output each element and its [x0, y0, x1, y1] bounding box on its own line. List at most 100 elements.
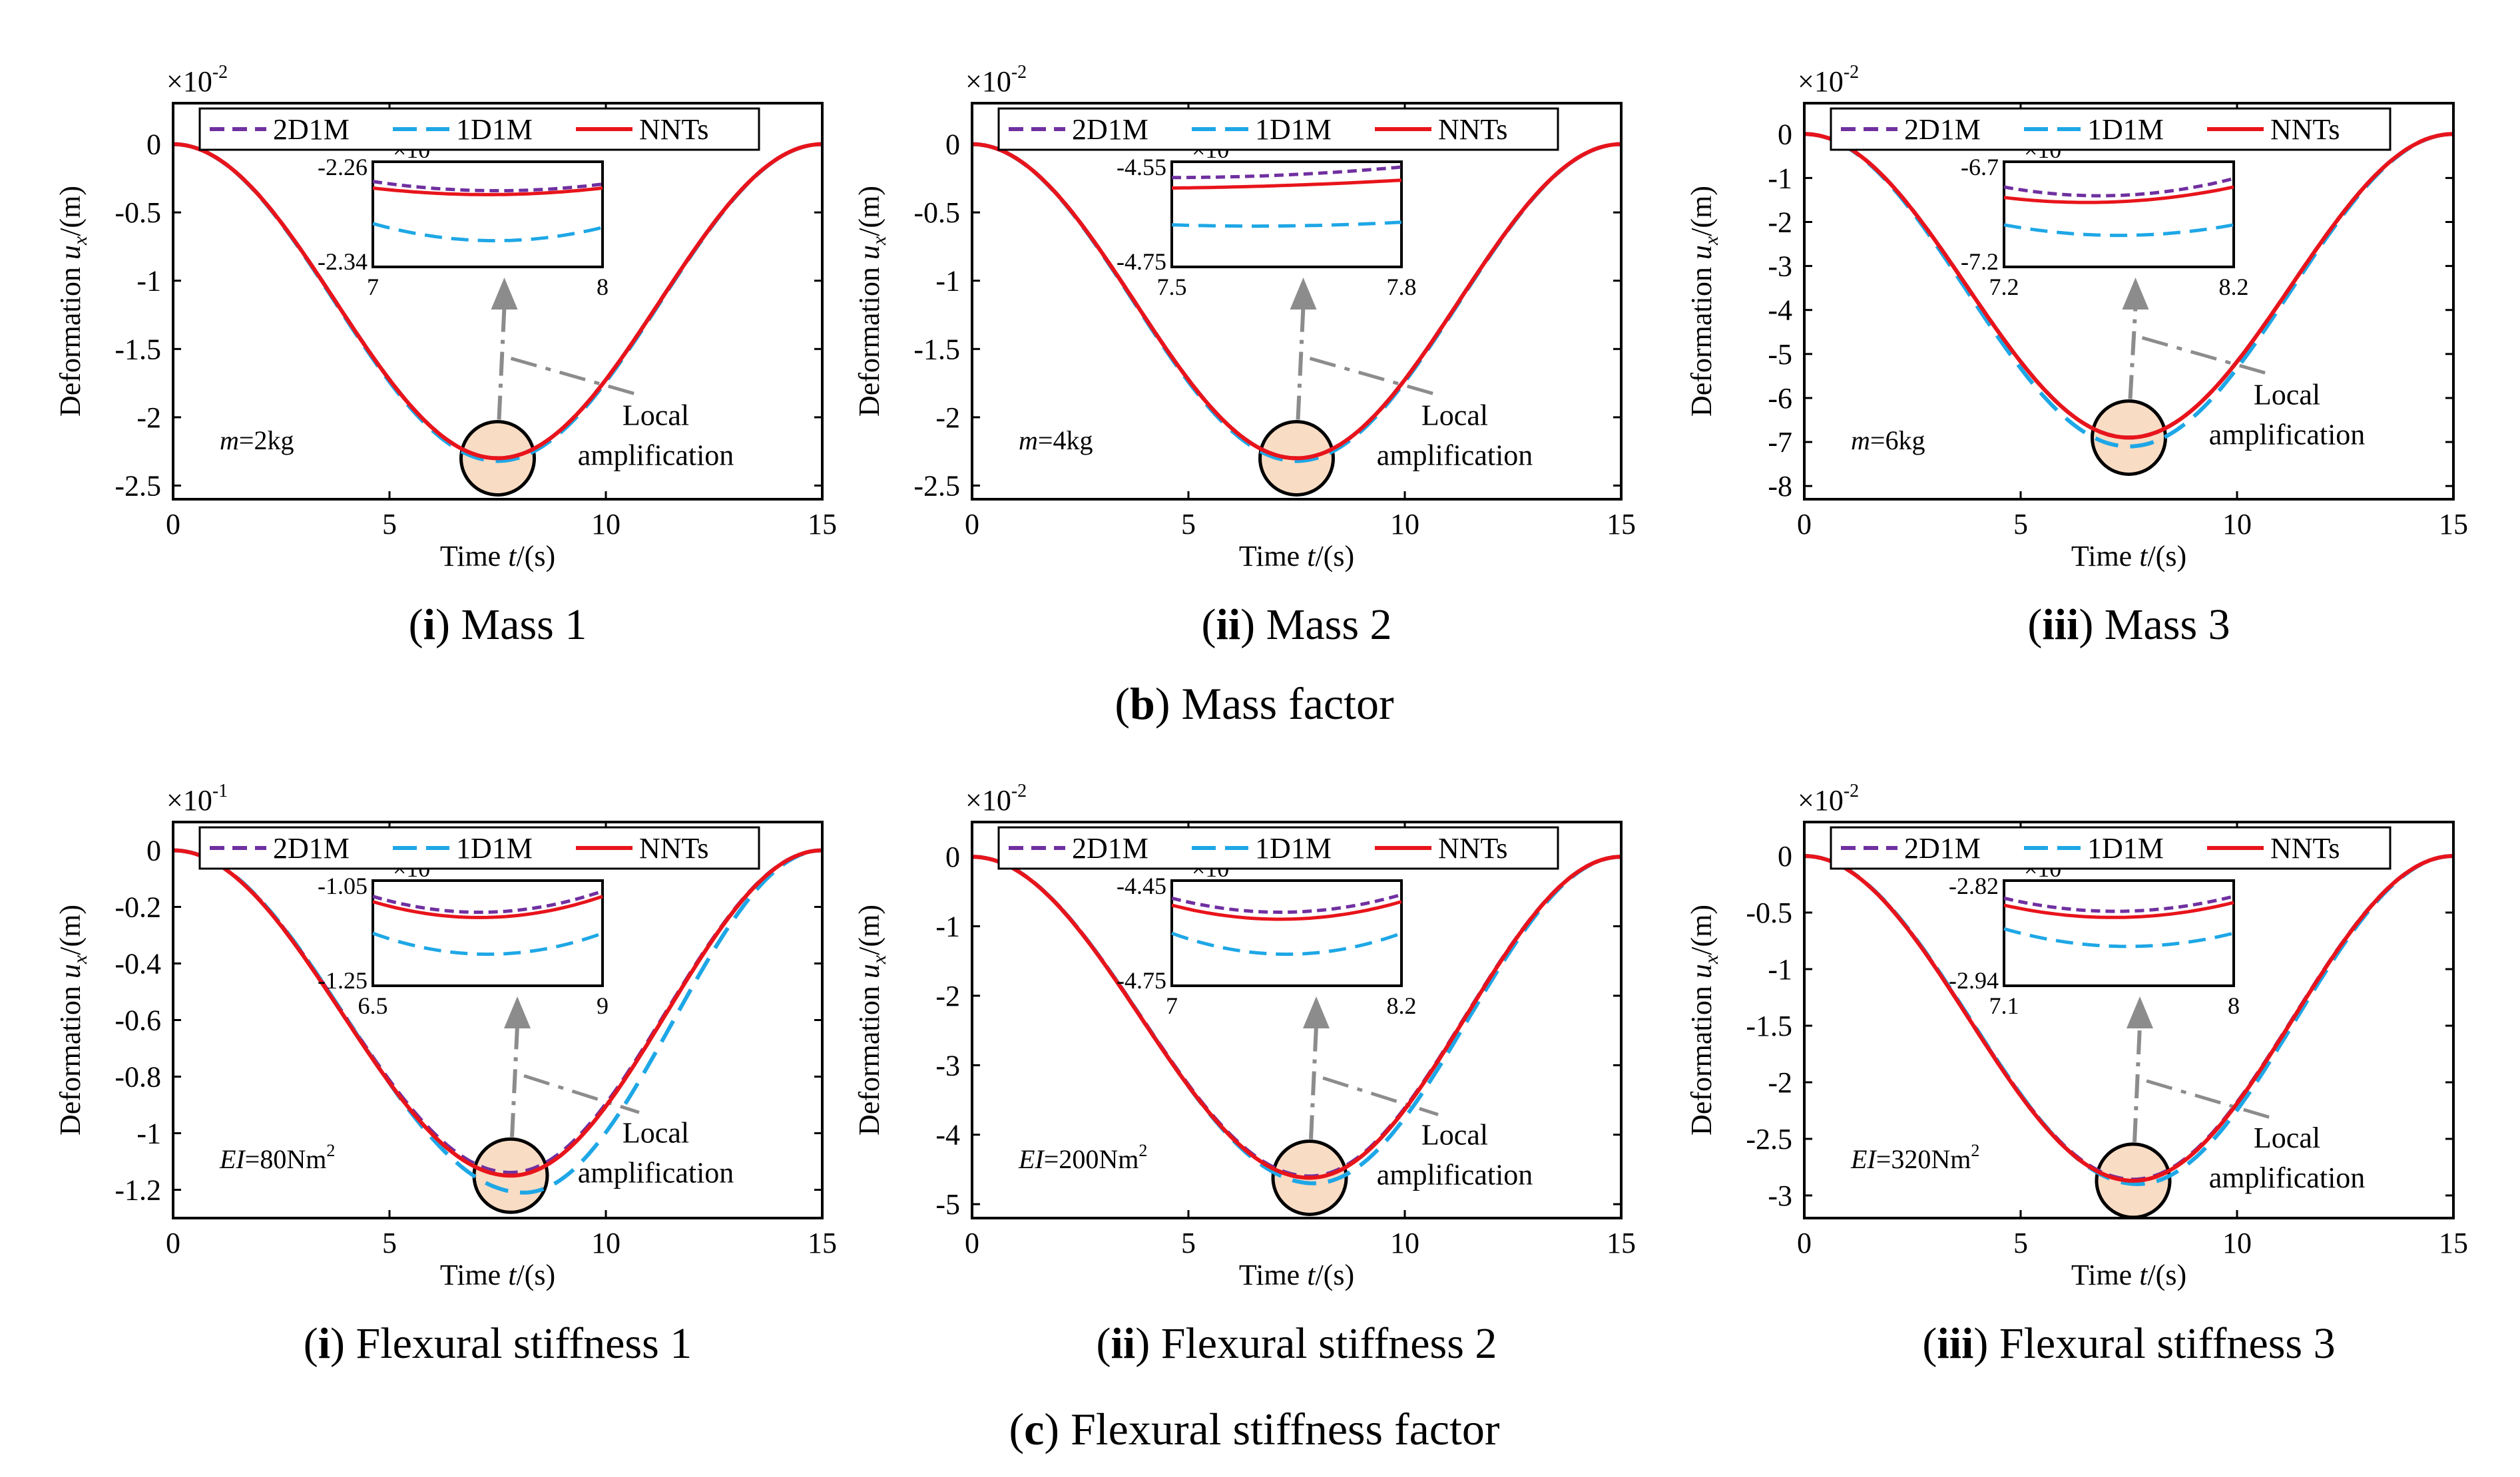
inset-plot: ×10-1-1.05-1.256.59: [318, 854, 609, 1019]
annotation-label: amplification: [2209, 418, 2366, 451]
series-nnts-line: [172, 848, 823, 1178]
y-tick-label: -1: [1768, 953, 1792, 986]
x-tick-label: 15: [2439, 1227, 2468, 1259]
y-tick-label: 0: [945, 128, 960, 161]
legend-label-2d1m: 2D1M: [1904, 113, 1981, 146]
inset-series-nnts-line: [372, 186, 603, 196]
x-tick-label: 0: [1797, 1227, 1812, 1259]
y-tick-label: -4: [1768, 294, 1792, 327]
y-tick-label: -1.2: [115, 1174, 161, 1207]
inset-series-1d1m-line: [2003, 927, 2234, 949]
parameter-label: m=2kg: [220, 425, 294, 455]
y-tick-label: -0.5: [1746, 897, 1792, 929]
y-tick-label: -2.5: [115, 469, 161, 502]
inset-x-tick-label: 8.2: [2219, 274, 2249, 300]
plot-frame: [971, 821, 1623, 1219]
plot-frame: [1803, 102, 2455, 501]
legend: 2D1M 1D1M NNTs: [198, 826, 760, 870]
x-axis-label: Time t/(s): [440, 1259, 555, 1291]
legend-label-nnts: NNTs: [639, 832, 708, 865]
inset-series-2d1m-line: [372, 180, 603, 192]
x-tick-label: 0: [965, 1227, 979, 1259]
series-nnts-line: [1804, 854, 2454, 1183]
y-multiplier: ×10-2: [166, 62, 228, 98]
series-nnts-line: [971, 855, 1622, 1180]
inset-x-tick-label: 7: [1166, 992, 1178, 1019]
panel-caption: (i) Flexural stiffness 1: [304, 1319, 692, 1368]
x-tick-label: 10: [2222, 508, 2252, 540]
x-tick-label: 10: [591, 508, 621, 540]
y-tick-label: -2: [136, 401, 161, 434]
inset-x-tick-label: 7.5: [1157, 274, 1187, 300]
x-tick-label: 0: [166, 1227, 180, 1259]
y-tick-label: -2.5: [913, 469, 960, 502]
row-label-b: (b) Mass factor: [1115, 678, 1394, 729]
legend: 2D1M 1D1M NNTs: [1830, 826, 2392, 870]
inset-series-2d1m-line: [372, 889, 603, 914]
legend-label-2d1m: 2D1M: [1072, 113, 1148, 146]
inset-x-tick-label: 7: [367, 274, 379, 300]
annotation-arrow-shaft: [497, 306, 507, 420]
chart-panel-6: ×10-20-0.5-1-1.5-2-2.5-30 5 10 15Deformatio…: [1685, 781, 2468, 1368]
inset-y-tick-label: -2.82: [1949, 873, 1999, 899]
x-tick-label: 5: [1181, 508, 1196, 540]
y-axis-label: Deformation ux/(m): [853, 905, 890, 1136]
annotation-label: Local: [1421, 399, 1488, 431]
legend: 2D1M 1D1M NNTs: [997, 826, 1559, 870]
parameter-label: EI=320Nm2: [1850, 1141, 1979, 1174]
inset-series-nnts-line: [372, 895, 603, 919]
y-tick-label: -1: [935, 911, 960, 943]
legend-label-1d1m: 1D1M: [456, 113, 533, 146]
inset-frame: [372, 879, 604, 987]
x-tick-label: 5: [1181, 1227, 1196, 1259]
legend: 2D1M 1D1M NNTs: [997, 107, 1559, 151]
x-tick-label: 15: [808, 508, 837, 540]
x-tick-label: 5: [382, 508, 397, 540]
legend-label-2d1m: 2D1M: [1904, 832, 1981, 865]
legend-label-2d1m: 2D1M: [1072, 832, 1148, 865]
inset-series-2d1m-line: [2003, 176, 2234, 198]
y-tick-label: -5: [935, 1188, 960, 1221]
y-tick-label: -1: [136, 265, 161, 298]
inset-series-1d1m-line: [372, 222, 603, 243]
annotation-label: amplification: [1377, 439, 1533, 471]
legend-box: [1830, 826, 2392, 870]
parameter-label: m=4kg: [1019, 425, 1093, 455]
plot-frame: [172, 821, 824, 1219]
chart-panel-4: ×10-10-0.2-0.4-0.6-0.8-1-1.20 5 10 15Deform…: [54, 781, 837, 1368]
series-1d1m-line: [1804, 854, 2454, 1187]
inset-y-tick-label: -1.05: [318, 873, 368, 899]
x-tick-label: 15: [2439, 508, 2468, 540]
x-tick-label: 15: [1607, 508, 1636, 540]
y-tick-label: -1: [1768, 162, 1792, 194]
annotation-arrow-shaft: [1309, 1025, 1318, 1140]
annotation-arrow-head: [1290, 278, 1317, 310]
x-axis-label: Time t/(s): [2071, 540, 2186, 572]
inset-series-1d1m-line: [1171, 220, 1402, 228]
parameter-label: m=6kg: [1851, 425, 1925, 455]
annotation-label: Local: [1421, 1118, 1488, 1151]
inset-x-tick-label: 8: [2228, 992, 2240, 1019]
inset-frame: [1170, 160, 1403, 268]
y-tick-label: -0.8: [115, 1061, 161, 1094]
y-multiplier: ×10-2: [1798, 781, 1859, 817]
y-tick-label: -1: [136, 1118, 161, 1150]
inset-y-tick-label: -7.2: [1961, 248, 1999, 275]
inset-y-tick-label: -4.75: [1117, 967, 1166, 994]
y-tick-label: -4: [935, 1119, 960, 1152]
y-multiplier: ×10-2: [965, 781, 1027, 817]
y-tick-label: -0.5: [913, 196, 960, 229]
legend: 2D1M 1D1M NNTs: [1830, 107, 2392, 151]
annotation-label: Local: [623, 399, 689, 431]
plot-frame: [1803, 821, 2455, 1219]
annotation-leader-line: [510, 357, 640, 397]
inset-y-tick-label: -2.34: [318, 248, 368, 275]
inset-series-nnts-line: [1171, 178, 1402, 190]
inset-y-tick-label: -4.45: [1117, 873, 1166, 899]
y-tick-label: -1.5: [913, 333, 960, 365]
panel-caption: (ii) Flexural stiffness 2: [1097, 1319, 1497, 1368]
chart-panel-3: ×10-20-1-2-3-4-5-6-7-80 5 10 15Deformation …: [1685, 62, 2468, 649]
y-tick-label: 0: [1778, 840, 1792, 873]
inset-x-tick-label: 7.2: [1989, 274, 2019, 300]
